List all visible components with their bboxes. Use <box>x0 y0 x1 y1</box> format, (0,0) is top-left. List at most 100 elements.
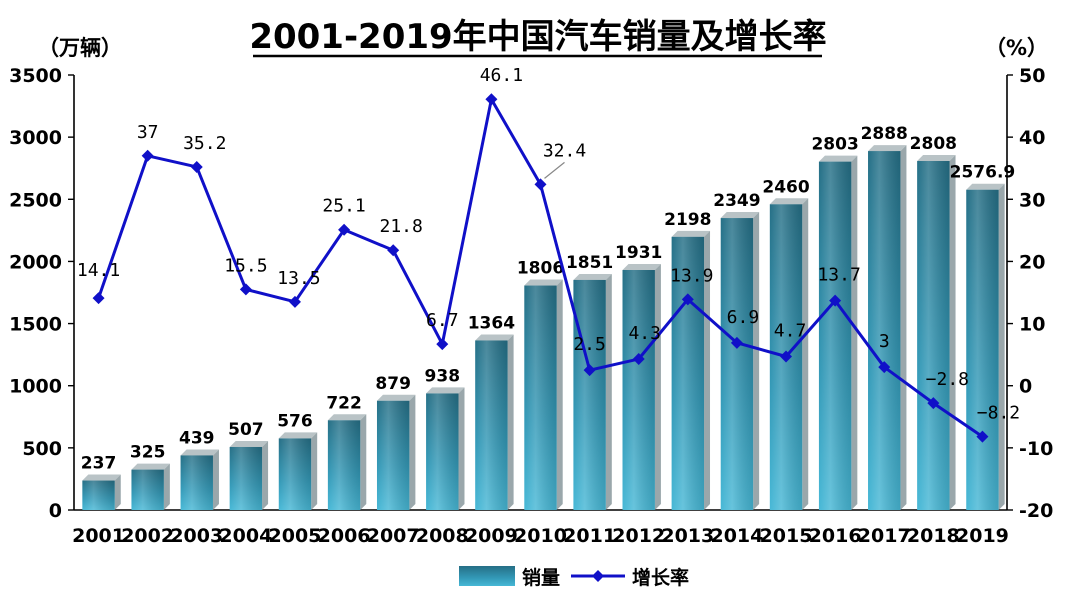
x-tick-label: 2017 <box>858 525 911 547</box>
bar-top-cap <box>769 198 809 205</box>
bar-top-cap <box>278 432 318 439</box>
y-left-tick-label: 1000 <box>9 376 62 398</box>
x-tick-label: 2005 <box>269 525 322 547</box>
x-tick-label: 2016 <box>809 525 862 547</box>
bar-value-label: 2808 <box>910 134 957 154</box>
bar-side <box>851 155 858 510</box>
bar-top-cap <box>82 474 121 481</box>
bar-value-label: 507 <box>228 420 264 440</box>
bar-shine <box>966 189 999 510</box>
x-tick-label: 2001 <box>72 525 125 547</box>
x-tick-label: 2008 <box>416 525 469 547</box>
x-tick-label: 2009 <box>465 525 518 547</box>
bar-value-label: 1931 <box>615 243 662 263</box>
bar-value-label: 2198 <box>664 210 711 230</box>
growth-rate-marker <box>829 294 842 307</box>
y-right-tick-label: 10 <box>1019 314 1045 336</box>
bar-shine <box>720 218 754 510</box>
growth-rate-label: 37 <box>137 122 159 143</box>
bar-value-label: 722 <box>326 393 362 413</box>
bar-value-label: 237 <box>81 454 117 474</box>
growth-rate-label: 2.5 <box>573 334 606 355</box>
growth-rate-marker <box>780 350 793 363</box>
growth-rate-label: 32.4 <box>543 140 586 161</box>
legend-bar-label: 销量 <box>522 566 560 589</box>
x-tick-label: 2006 <box>318 525 371 547</box>
label-leader-line <box>544 161 565 179</box>
growth-rate-marker <box>485 93 498 106</box>
growth-rate-label: 35.2 <box>183 133 226 154</box>
bar-top-cap <box>524 279 563 286</box>
axes: 0 500 1000 1500 2000 2500 3000 3500 -20 -10 0 10 20 3… <box>9 65 1053 522</box>
bar-top-cap <box>327 414 367 421</box>
y-left-tick-label: 500 <box>22 438 62 460</box>
growth-rate-marker <box>976 430 989 443</box>
growth-rate-label: 13.5 <box>277 268 320 289</box>
bar-side <box>458 387 465 510</box>
bar-shine <box>671 236 705 510</box>
growth-rate-label: −2.8 <box>926 369 969 390</box>
bar-value-label: 1364 <box>468 313 515 333</box>
growth-rate-label: 6.9 <box>727 307 760 328</box>
growth-rate-label: 4.7 <box>774 321 807 342</box>
x-tick-label: 2004 <box>219 525 272 547</box>
y-left-tick-label: 1500 <box>9 314 62 336</box>
bar-top-cap <box>229 440 269 447</box>
bar-top-cap <box>475 334 514 341</box>
bar-value-label: 2888 <box>861 124 908 144</box>
bar-top-cap <box>720 212 760 219</box>
bar-top-cap <box>376 394 416 401</box>
x-tick-label: 2015 <box>760 525 813 547</box>
bar-shine <box>426 393 459 510</box>
bar-value-label: 879 <box>375 374 411 394</box>
y-right-tick-label: 20 <box>1019 251 1045 273</box>
growth-rate-label: 15.5 <box>224 255 267 276</box>
bar-top-cap <box>818 155 858 162</box>
y-left-unit-label: （万辆） <box>38 36 122 60</box>
bar-shine <box>868 151 901 510</box>
growth-rate-label: 25.1 <box>322 196 365 217</box>
legend-line-marker <box>592 570 604 582</box>
growth-rate-marker <box>387 244 400 257</box>
bar-value-label: 1806 <box>517 259 564 279</box>
bar-side <box>949 155 956 510</box>
growth-rate-label: −8.2 <box>977 403 1020 424</box>
bar-value-label: 938 <box>425 366 461 386</box>
bar-shine <box>278 438 312 510</box>
bar-shine <box>180 455 213 510</box>
y-left-tick-label: 0 <box>49 500 62 522</box>
x-tick-label: 2019 <box>956 525 1009 547</box>
growth-rate-marker <box>583 364 596 377</box>
bar-top-cap <box>573 273 612 280</box>
growth-rate-label: 46.1 <box>480 65 523 86</box>
bar-top-cap <box>622 264 661 271</box>
growth-rate-marker <box>534 178 547 191</box>
growth-rate-marker <box>338 223 351 236</box>
growth-rate-label: 4.3 <box>628 323 661 344</box>
bar-value-label: 2803 <box>811 135 858 155</box>
bar-value-label: 325 <box>130 443 166 463</box>
bar-top-cap <box>671 230 711 237</box>
x-tick-label: 2002 <box>121 525 174 547</box>
bar-side <box>654 264 661 510</box>
x-tick-label: 2012 <box>612 525 665 547</box>
bar-side <box>900 145 907 510</box>
bar-top-cap <box>131 463 170 470</box>
bar-side <box>507 334 514 510</box>
bar-shine <box>82 480 115 510</box>
bar-shine <box>818 161 852 510</box>
bar-shine <box>475 340 508 510</box>
bar-side <box>409 394 416 510</box>
bar-side <box>262 440 269 510</box>
bar-value-label: 2460 <box>762 177 809 197</box>
growth-rate-label: 3 <box>879 331 890 352</box>
y-right-tick-label: -10 <box>1019 438 1053 460</box>
bar-side <box>605 273 612 510</box>
bar-value-label: 439 <box>179 428 215 448</box>
bar-shine <box>376 400 410 510</box>
y-left-tick-label: 2500 <box>9 189 62 211</box>
bar-side <box>802 198 809 510</box>
bar-labels: 237 325 439 507 576 722 879 938 1364 1806 1851 1931… <box>81 124 1015 473</box>
y-right-tick-label: -20 <box>1019 500 1053 522</box>
bar-shine <box>327 420 361 510</box>
